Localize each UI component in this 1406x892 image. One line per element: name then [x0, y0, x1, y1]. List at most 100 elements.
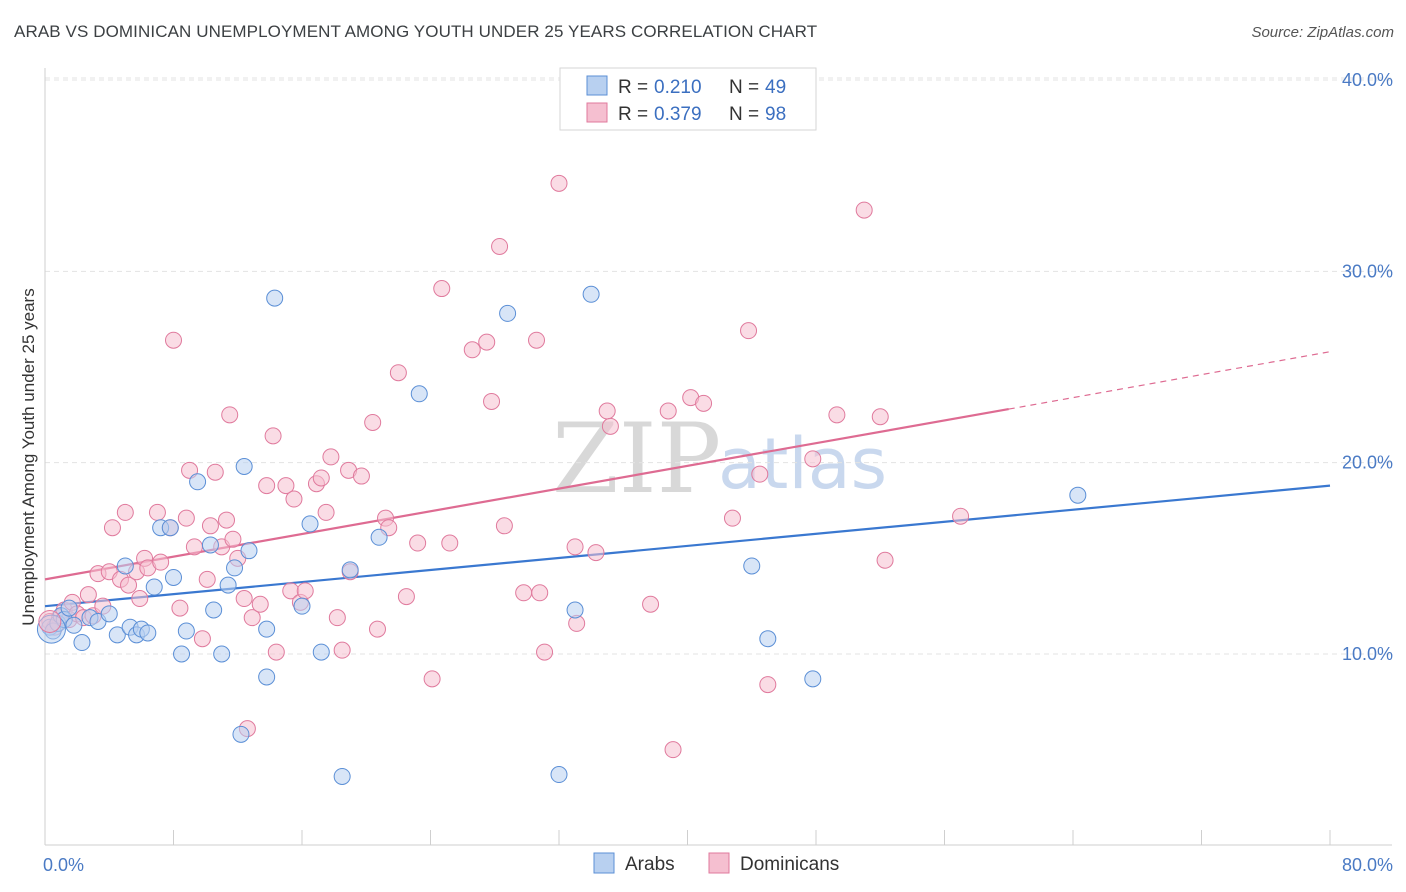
arab-point	[226, 559, 244, 577]
arab-point	[258, 620, 276, 638]
y-axis-label: Unemployment Among Youth under 25 years	[19, 288, 38, 625]
dominican-point	[515, 584, 533, 602]
dominican-point	[243, 609, 261, 627]
dominican-point	[759, 676, 777, 694]
dominican-point	[165, 331, 182, 349]
arab-point	[293, 597, 311, 615]
legend-n-value-arabs: 49	[765, 77, 786, 98]
dominican-point	[397, 588, 415, 606]
dominican-point	[185, 538, 203, 556]
arab-trend-line	[44, 484, 1331, 608]
dominican-point	[38, 609, 62, 633]
dominican-point	[723, 509, 741, 527]
bottom-legend-label-arabs: Arabs	[625, 854, 675, 875]
bottom-legend-swatch-arabs	[593, 852, 615, 874]
dominican-point	[201, 517, 219, 535]
x-tick-label: 0.0%	[43, 855, 84, 875]
bottom-legend-swatch-dominicans	[708, 852, 730, 874]
arab-point	[73, 634, 91, 652]
arab-point	[65, 616, 83, 634]
dominican-point	[828, 406, 846, 424]
watermark-zip: ZIP	[552, 403, 721, 515]
arab-point	[499, 304, 517, 322]
dominican-point	[116, 503, 134, 521]
dominican-trend-extension	[1008, 351, 1331, 410]
dominican-point	[952, 507, 970, 525]
dominican-point	[855, 201, 873, 219]
dominican-point	[333, 641, 351, 659]
dominican-point	[328, 609, 346, 627]
dominican-point	[258, 477, 276, 495]
y-tick-label: 40.0%	[1342, 70, 1393, 90]
arab-point	[116, 557, 134, 575]
legend-n-label-arabs: N =	[729, 77, 759, 98]
dominican-point	[152, 553, 170, 571]
dominican-point	[312, 469, 330, 487]
arab-point	[582, 285, 600, 303]
arab-point	[219, 576, 237, 594]
arab-point	[161, 519, 179, 537]
arab-point	[333, 767, 351, 785]
dominican-point	[528, 331, 546, 349]
dominican-point	[598, 402, 616, 420]
legend-r-label-arabs: R =	[618, 77, 648, 98]
dominican-point	[322, 448, 340, 466]
dominican-point	[423, 670, 441, 688]
arab-point	[108, 626, 126, 644]
arab-point	[232, 725, 250, 743]
dominican-point	[120, 576, 138, 594]
dominican-point	[177, 509, 195, 527]
dominican-point	[148, 503, 166, 521]
dominican-point	[317, 503, 335, 521]
dominican-point	[433, 280, 451, 298]
dominican-point	[495, 517, 513, 535]
arab-point	[213, 645, 231, 663]
arab-point	[139, 624, 157, 642]
legend-swatch-arabs	[586, 75, 608, 96]
arab-point	[312, 643, 330, 661]
dominican-point	[804, 450, 822, 468]
dominican-point	[206, 463, 224, 481]
chart-title: ARAB VS DOMINICAN UNEMPLOYMENT AMONG YOU…	[14, 22, 818, 41]
arab-point	[165, 568, 182, 586]
dominican-point	[352, 467, 370, 485]
arab-point	[550, 766, 568, 784]
dominican-point	[483, 392, 501, 410]
arab-point	[804, 670, 822, 688]
arab-point	[189, 473, 207, 491]
dominican-point	[664, 741, 682, 759]
arab-point	[201, 536, 219, 554]
dominican-point	[463, 341, 481, 359]
dominican-point	[296, 582, 314, 600]
legend-r-value-dominicans: 0.379	[654, 104, 702, 125]
dominican-point	[224, 530, 242, 548]
arab-point	[566, 601, 584, 619]
arab-point	[235, 457, 253, 475]
dominican-point	[659, 402, 677, 420]
dominican-point	[536, 643, 554, 661]
source-label: Source: ZipAtlas.com	[1251, 24, 1394, 41]
dominican-point	[79, 586, 97, 604]
dominican-point	[277, 477, 295, 495]
dominican-point	[441, 534, 459, 552]
arab-point	[100, 605, 118, 623]
arab-point	[145, 578, 163, 596]
dominican-point	[566, 538, 584, 556]
top-legend: R = 0.210 N = 49 R = 0.379 N = 98	[559, 67, 817, 131]
bottom-legend: Arabs Dominicans	[593, 852, 839, 875]
arab-point	[759, 630, 777, 648]
legend-r-label-dominicans: R =	[618, 104, 648, 125]
dominican-point	[193, 630, 211, 648]
legend-n-label-dominicans: N =	[729, 104, 759, 125]
dominican-point	[389, 364, 407, 382]
dominican-point	[285, 490, 303, 508]
data-points	[36, 174, 1087, 785]
legend-n-value-dominicans: 98	[765, 104, 786, 125]
dominican-point	[198, 570, 216, 588]
legend-swatch-dominicans	[586, 102, 608, 123]
dominican-point	[368, 620, 386, 638]
axes	[44, 68, 1392, 846]
y-tick-label: 20.0%	[1342, 453, 1393, 473]
dominican-point	[264, 427, 282, 445]
